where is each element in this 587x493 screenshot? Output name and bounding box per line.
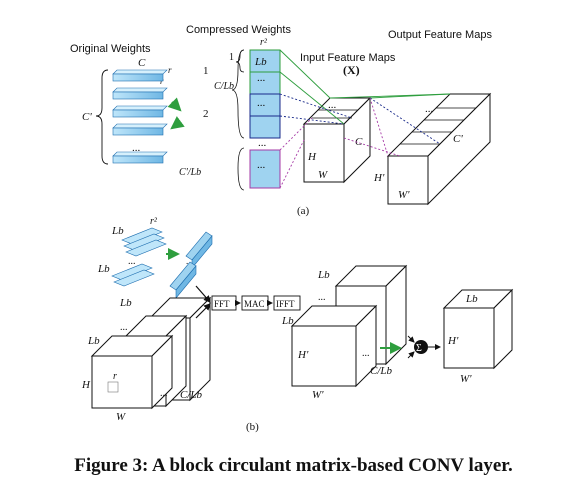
svg-text:...: ...: [362, 348, 370, 359]
svg-text:...: ...: [258, 137, 267, 149]
svg-text:Lb: Lb: [87, 335, 100, 347]
output-feature-map: ... H' W' C': [373, 92, 492, 206]
bars-brace: [95, 69, 109, 165]
input-cube-stack: [90, 296, 212, 410]
svg-text:Lb: Lb: [111, 225, 124, 237]
svg-text:H: H: [81, 379, 91, 391]
svg-text:W': W': [312, 389, 324, 401]
svg-text:...: ...: [186, 256, 193, 266]
bar-4: [112, 123, 168, 136]
index-1-small: 1: [229, 52, 234, 63]
original-weight-bars: C r r ... C': [82, 57, 185, 165]
w-label: W: [318, 169, 328, 181]
r-label: r: [168, 65, 172, 75]
svg-text:...: ...: [328, 99, 337, 111]
cprime-over-lb-label: C'/Lb: [179, 167, 201, 178]
green-arrow-2: [170, 116, 185, 130]
svg-text:IFFT: IFFT: [276, 299, 295, 309]
part-b: Lb r² ... Lb ... L: [81, 216, 514, 433]
svg-text:Lb: Lb: [317, 269, 330, 281]
svg-text:Lb: Lb: [97, 263, 110, 275]
compressed-weights-column: r² 1 1 C/Lb 2 C'/Lb Lb ... ... ... ...: [179, 37, 281, 191]
c-prime-label: C': [82, 111, 92, 123]
svg-text:r²: r²: [150, 216, 158, 227]
lb-label: Lb: [254, 56, 267, 68]
svg-text:Lb: Lb: [119, 297, 132, 309]
svg-text:Lb: Lb: [281, 315, 294, 327]
svg-text:W: W: [116, 411, 126, 423]
svg-text:...: ...: [120, 322, 128, 333]
svg-text:C/Lb: C/Lb: [180, 389, 203, 401]
figure-caption: Figure 3: A block circulant matrix-based…: [74, 455, 513, 476]
svg-text:r: r: [113, 371, 117, 382]
svg-text:...: ...: [257, 72, 266, 84]
connection-lines: [279, 49, 451, 189]
label-a: (a): [297, 205, 310, 217]
svg-text:Lb: Lb: [465, 293, 478, 305]
svg-text:...: ...: [257, 159, 266, 171]
svg-text:...: ...: [160, 388, 168, 399]
green-arrow-1: [167, 97, 182, 112]
svg-text:...: ...: [128, 256, 136, 267]
middle-cube-stack: [290, 264, 408, 388]
svg-text:...: ...: [425, 103, 434, 115]
ifft-box: [273, 295, 301, 311]
r2-label: r²: [260, 37, 268, 48]
weight-block-last: [249, 149, 281, 189]
bars-dots: ...: [132, 142, 141, 154]
bar-5: [112, 151, 168, 164]
sum-node: [414, 340, 428, 354]
svg-text:C/Lb: C/Lb: [370, 365, 393, 377]
bar-1: [112, 69, 168, 82]
w-prime-label: W': [398, 189, 410, 201]
c-prime-depth-label: C': [453, 133, 463, 145]
h-prime-label: H': [373, 172, 385, 184]
bar-2: [112, 87, 168, 100]
svg-text:H': H': [447, 335, 459, 347]
svg-text:...: ...: [318, 292, 326, 303]
input-feature-maps-label: Input Feature Maps: [300, 52, 396, 64]
svg-text:W': W': [460, 373, 472, 385]
original-weights-label: Original Weights: [70, 43, 151, 55]
svg-text:...: ...: [257, 97, 266, 109]
svg-text:Σ: Σ: [416, 343, 422, 354]
label-b: (b): [246, 421, 259, 433]
final-output-cube: [442, 288, 514, 370]
input-x-label: (X): [343, 63, 360, 77]
part-a: Original Weights Compressed Weights Outp…: [70, 24, 492, 217]
input-feature-map: ... H W C: [302, 96, 372, 184]
output-feature-maps-label: Output Feature Maps: [388, 29, 492, 41]
c-depth-label: C: [355, 136, 363, 148]
svg-text:H': H': [297, 349, 309, 361]
weight-sheets: Lb r² ... Lb ...: [97, 216, 213, 299]
c-label: C: [138, 57, 146, 69]
index-1: 1: [203, 65, 209, 77]
svg-text:MAC: MAC: [244, 299, 265, 309]
fft-pipeline: FFT MAC IFFT Lb: [211, 295, 301, 327]
index-2: 2: [203, 108, 209, 120]
bar-3: [112, 105, 168, 118]
compressed-weights-label: Compressed Weights: [186, 24, 291, 36]
c-over-lb-label: C/Lb: [214, 81, 234, 92]
h-label: H: [307, 151, 317, 163]
svg-text:FFT: FFT: [214, 299, 230, 309]
